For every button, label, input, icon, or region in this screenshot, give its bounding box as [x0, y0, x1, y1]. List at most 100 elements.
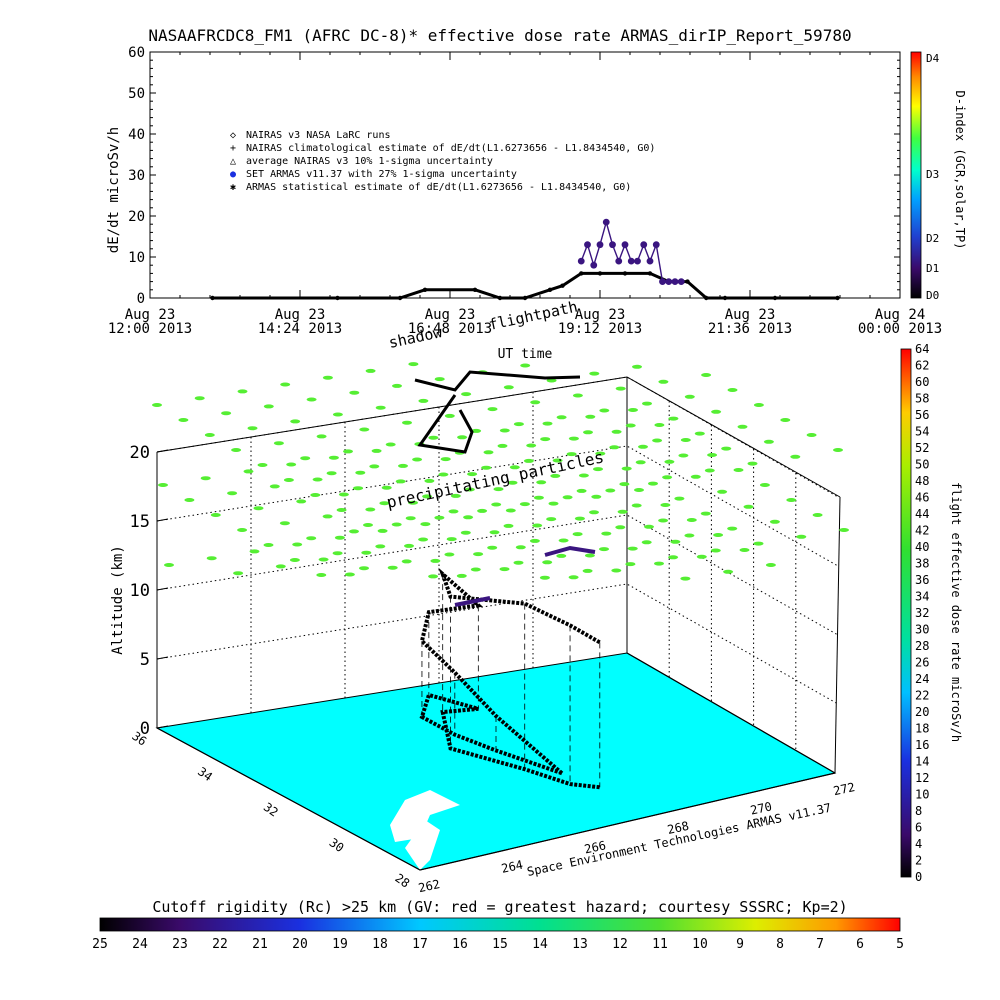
- particle-marker: [599, 408, 610, 413]
- particle-marker: [536, 480, 547, 485]
- legend-label: average NAIRAS v3 10% 1-sigma uncertaint…: [246, 156, 493, 167]
- particle-marker: [387, 565, 398, 570]
- legend-dot-icon: ●: [230, 169, 236, 180]
- particle-marker: [694, 431, 705, 436]
- nairas-estimate-line: [212, 271, 838, 300]
- nairas-estimate-point: [685, 279, 690, 284]
- nairas-estimate-point: [722, 295, 728, 301]
- particle-marker: [584, 553, 595, 558]
- particle-marker: [499, 567, 510, 572]
- longitude-tick-label: 262: [417, 877, 441, 895]
- particle-marker: [583, 430, 593, 435]
- armas-measured-point: [596, 241, 604, 249]
- particle-marker: [444, 552, 455, 557]
- rigidity-tick-label: 5: [896, 937, 904, 952]
- dose-rate-tick-label: 38: [915, 557, 929, 571]
- particle-marker: [701, 373, 712, 377]
- particle-marker: [625, 562, 636, 567]
- particle-marker: [529, 538, 540, 543]
- rigidity-tick-label: 10: [692, 937, 708, 952]
- altitude-tick: [156, 656, 169, 660]
- particle-marker: [589, 371, 600, 376]
- particle-marker: [269, 484, 280, 489]
- dose-rate-tick-label: 50: [915, 458, 929, 472]
- particle-marker: [796, 534, 807, 539]
- latitude-ticks: 28 30 32 34 36: [129, 729, 412, 891]
- particle-marker: [550, 473, 561, 478]
- particle-marker: [503, 385, 514, 390]
- particle-marker: [263, 404, 274, 409]
- particle-marker: [680, 438, 691, 442]
- particle-marker: [611, 429, 622, 434]
- nairas-estimate-point: [210, 295, 215, 301]
- timeseries-series: [210, 218, 840, 301]
- sea-surface: [155, 652, 837, 871]
- precipitating-particles: [152, 362, 849, 581]
- x-tick-label: Aug 23: [575, 307, 626, 323]
- y-tick-label: 50: [128, 86, 145, 102]
- particle-marker: [158, 483, 168, 487]
- altitude-ticks: 0 5 10 15 20: [130, 443, 169, 739]
- altitude-tick-label: 0: [140, 719, 150, 739]
- dose-rate-tick-label: 56: [915, 408, 929, 422]
- particle-marker: [440, 457, 451, 462]
- dose-rate-label: flight effective dose rate microSv/h: [949, 482, 963, 742]
- rigidity-tick-label: 24: [132, 937, 148, 952]
- rigidity-tick-label: 18: [372, 937, 388, 952]
- particle-marker: [548, 501, 559, 506]
- particle-marker: [546, 378, 557, 383]
- particle-marker: [617, 509, 628, 514]
- altitude-tick: [156, 725, 169, 729]
- legend-label: SET ARMAS v11.37 with 27% 1-sigma uncert…: [246, 169, 517, 180]
- dose-rate-tick-label: 26: [915, 656, 929, 670]
- particle-marker: [509, 465, 520, 470]
- particle-marker: [418, 537, 429, 542]
- particle-marker: [566, 452, 577, 457]
- wall-right-edge: [834, 496, 841, 774]
- dose-rate-tick-label: 20: [915, 705, 929, 719]
- longitude-tick-label: 272: [832, 780, 856, 798]
- particle-marker: [572, 532, 583, 537]
- particle-marker: [578, 473, 589, 478]
- dose-rate-ticks: 0246810121416182022242628303234363840424…: [915, 342, 929, 884]
- dose-rate-tick-label: 16: [915, 738, 929, 752]
- particle-marker: [593, 467, 603, 472]
- dose-rate-tick-label: 28: [915, 639, 929, 653]
- dose-rate-tick-label: 60: [915, 375, 929, 389]
- armas-measured-point: [659, 278, 666, 285]
- particle-marker: [739, 548, 750, 552]
- particle-marker: [369, 464, 380, 469]
- particle-marker: [204, 433, 215, 437]
- y-tick-label: 30: [128, 168, 145, 184]
- particle-marker: [576, 488, 587, 493]
- armas-measured-point: [646, 257, 654, 265]
- particle-marker: [398, 463, 408, 468]
- particle-marker: [747, 461, 758, 466]
- particle-marker: [444, 413, 455, 418]
- particle-marker: [379, 501, 390, 506]
- particle-marker: [668, 416, 679, 421]
- particle-marker: [489, 530, 500, 535]
- particle-marker: [652, 438, 663, 443]
- particle-marker: [428, 574, 439, 579]
- particle-marker: [292, 542, 303, 547]
- legend-label: NAIRAS v3 NASA LaRC runs: [246, 130, 391, 141]
- flightpath-dose-segment: [454, 596, 491, 607]
- flightpath-group: [414, 370, 601, 790]
- dose-rate-tick-label: 4: [915, 837, 922, 851]
- particle-marker: [628, 408, 638, 412]
- particle-marker: [487, 407, 498, 412]
- altitude-gridline: [156, 514, 839, 636]
- rigidity-tick-label: 22: [212, 937, 228, 952]
- nairas-estimate-point: [622, 271, 628, 276]
- armas-measured-point: [627, 257, 635, 265]
- particle-marker: [483, 450, 494, 455]
- dose-rate-tick-label: 40: [915, 540, 929, 554]
- particle-marker: [542, 421, 553, 426]
- particle-marker: [717, 489, 728, 494]
- particle-marker: [513, 422, 524, 427]
- rigidity-tick-label: 23: [172, 937, 188, 952]
- particle-marker: [206, 556, 217, 561]
- particle-marker: [595, 451, 606, 456]
- particle-marker: [546, 517, 557, 522]
